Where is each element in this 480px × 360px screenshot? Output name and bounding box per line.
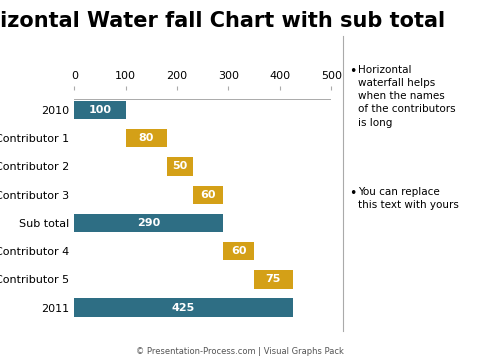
- Text: 60: 60: [231, 246, 247, 256]
- Bar: [192, 185, 223, 204]
- Text: 75: 75: [266, 274, 281, 284]
- Text: 290: 290: [137, 218, 160, 228]
- Text: 100: 100: [89, 105, 111, 115]
- Text: 425: 425: [172, 303, 195, 312]
- Text: © Presentation-Process.com | Visual Graphs Pack: © Presentation-Process.com | Visual Grap…: [136, 347, 344, 356]
- Bar: [74, 101, 126, 119]
- Bar: [254, 270, 293, 289]
- Text: 80: 80: [139, 133, 154, 143]
- Bar: [74, 298, 293, 317]
- Text: 50: 50: [172, 161, 187, 171]
- Text: Horizontal
waterfall helps
when the names
of the contributors
is long: Horizontal waterfall helps when the name…: [358, 65, 455, 127]
- Bar: [126, 129, 167, 147]
- Text: Horizontal Water fall Chart with sub total: Horizontal Water fall Chart with sub tot…: [0, 11, 445, 31]
- Text: •: •: [349, 187, 357, 200]
- Text: You can replace
this text with yours: You can replace this text with yours: [358, 187, 458, 210]
- Bar: [167, 157, 192, 176]
- Bar: [223, 242, 254, 260]
- Text: •: •: [349, 65, 357, 78]
- Text: 60: 60: [200, 190, 216, 200]
- Bar: [74, 214, 223, 232]
